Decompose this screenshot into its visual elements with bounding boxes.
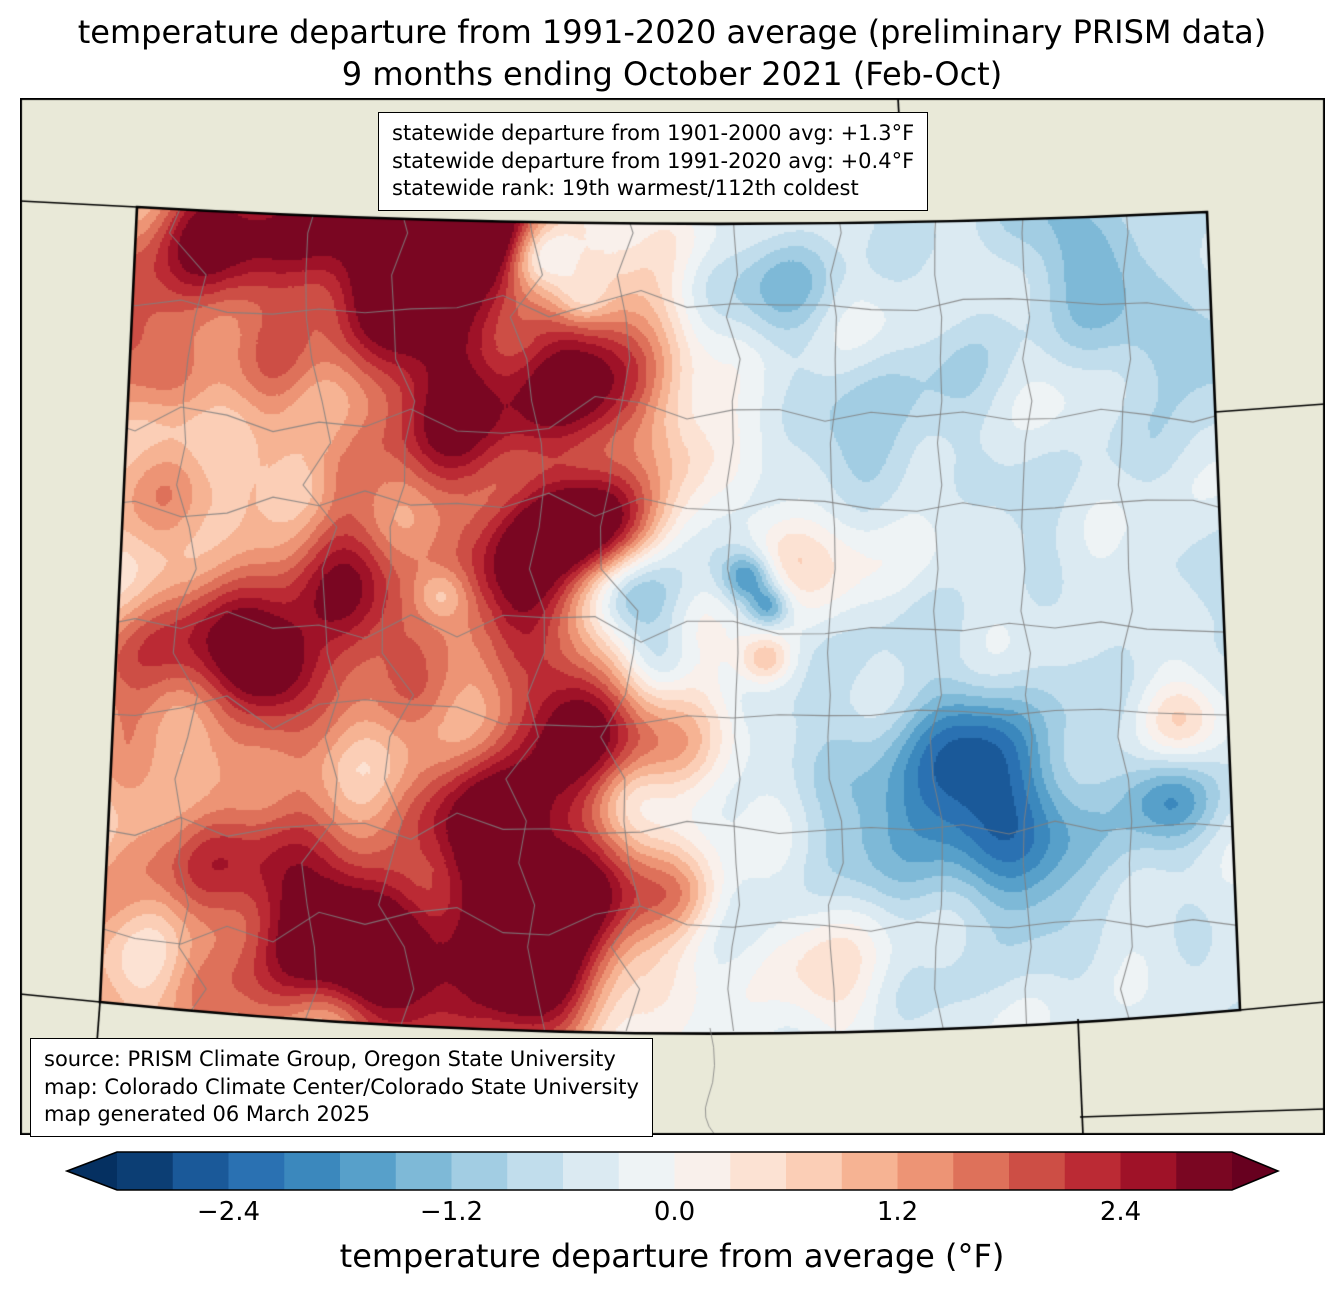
colorado-temperature-anomaly-map <box>20 98 1325 1135</box>
colorbar-segment <box>340 1152 397 1190</box>
colorbar-segment <box>228 1152 285 1190</box>
colorbar-segment <box>841 1152 899 1190</box>
chart-title-line1: temperature departure from 1991-2020 ave… <box>77 13 1267 51</box>
colorbar-segment <box>674 1152 731 1190</box>
colorbar-tick-label: −2.4 <box>196 1197 261 1227</box>
colorbar-segment <box>117 1152 174 1190</box>
source-line: source: PRISM Climate Group, Oregon Stat… <box>44 1047 616 1071</box>
colorbar-segment <box>953 1152 1010 1190</box>
colorbar-segment <box>284 1152 341 1190</box>
colorbar-tick-label: −1.2 <box>419 1197 484 1227</box>
colorbar-tick-label: 2.4 <box>1099 1197 1142 1227</box>
source-attribution-box: source: PRISM Climate Group, Oregon Stat… <box>30 1038 653 1138</box>
colorbar-outline <box>65 1151 1280 1191</box>
colorbar-segment <box>172 1152 230 1190</box>
colorbar <box>65 1151 1280 1191</box>
map-generated-line: map generated 06 March 2025 <box>44 1102 371 1127</box>
colorbar-axis-label: temperature departure from average (°F) <box>339 1237 1005 1275</box>
stats-line-rank: statewide rank: 19th warmest/112th colde… <box>392 176 859 201</box>
colorbar-segment <box>563 1152 620 1190</box>
colorbar-over-arrow <box>1232 1152 1278 1190</box>
colorbar-segment <box>730 1152 787 1190</box>
colorbar-segment <box>451 1152 508 1190</box>
colorbar-tick-label: 0.0 <box>653 1197 696 1227</box>
colorbar-segment <box>1176 1152 1233 1190</box>
colorbar-segment <box>507 1152 564 1190</box>
colorbar-segment <box>1064 1152 1122 1190</box>
map-area <box>20 98 1325 1135</box>
colorbar-under-arrow <box>67 1152 117 1190</box>
colorbar-segment <box>395 1152 453 1190</box>
stats-line-departure-1901-2000: statewide departure from 1901-2000 avg: … <box>392 121 915 145</box>
colorbar-tick-label: 1.2 <box>876 1197 919 1227</box>
colorbar-segment <box>1009 1152 1066 1190</box>
chart-title-line2: 9 months ending October 2021 (Feb-Oct) <box>341 55 1003 93</box>
colorbar-segment <box>618 1152 676 1190</box>
stats-line-departure-1991-2020: statewide departure from 1991-2020 avg: … <box>392 148 915 173</box>
statewide-stats-box: statewide departure from 1901-2000 avg: … <box>378 112 929 212</box>
colorbar-segment <box>897 1152 954 1190</box>
map-credit-line: map: Colorado Climate Center/Colorado St… <box>44 1074 639 1099</box>
colorbar-segment <box>786 1152 843 1190</box>
colorbar-segment <box>1120 1152 1177 1190</box>
